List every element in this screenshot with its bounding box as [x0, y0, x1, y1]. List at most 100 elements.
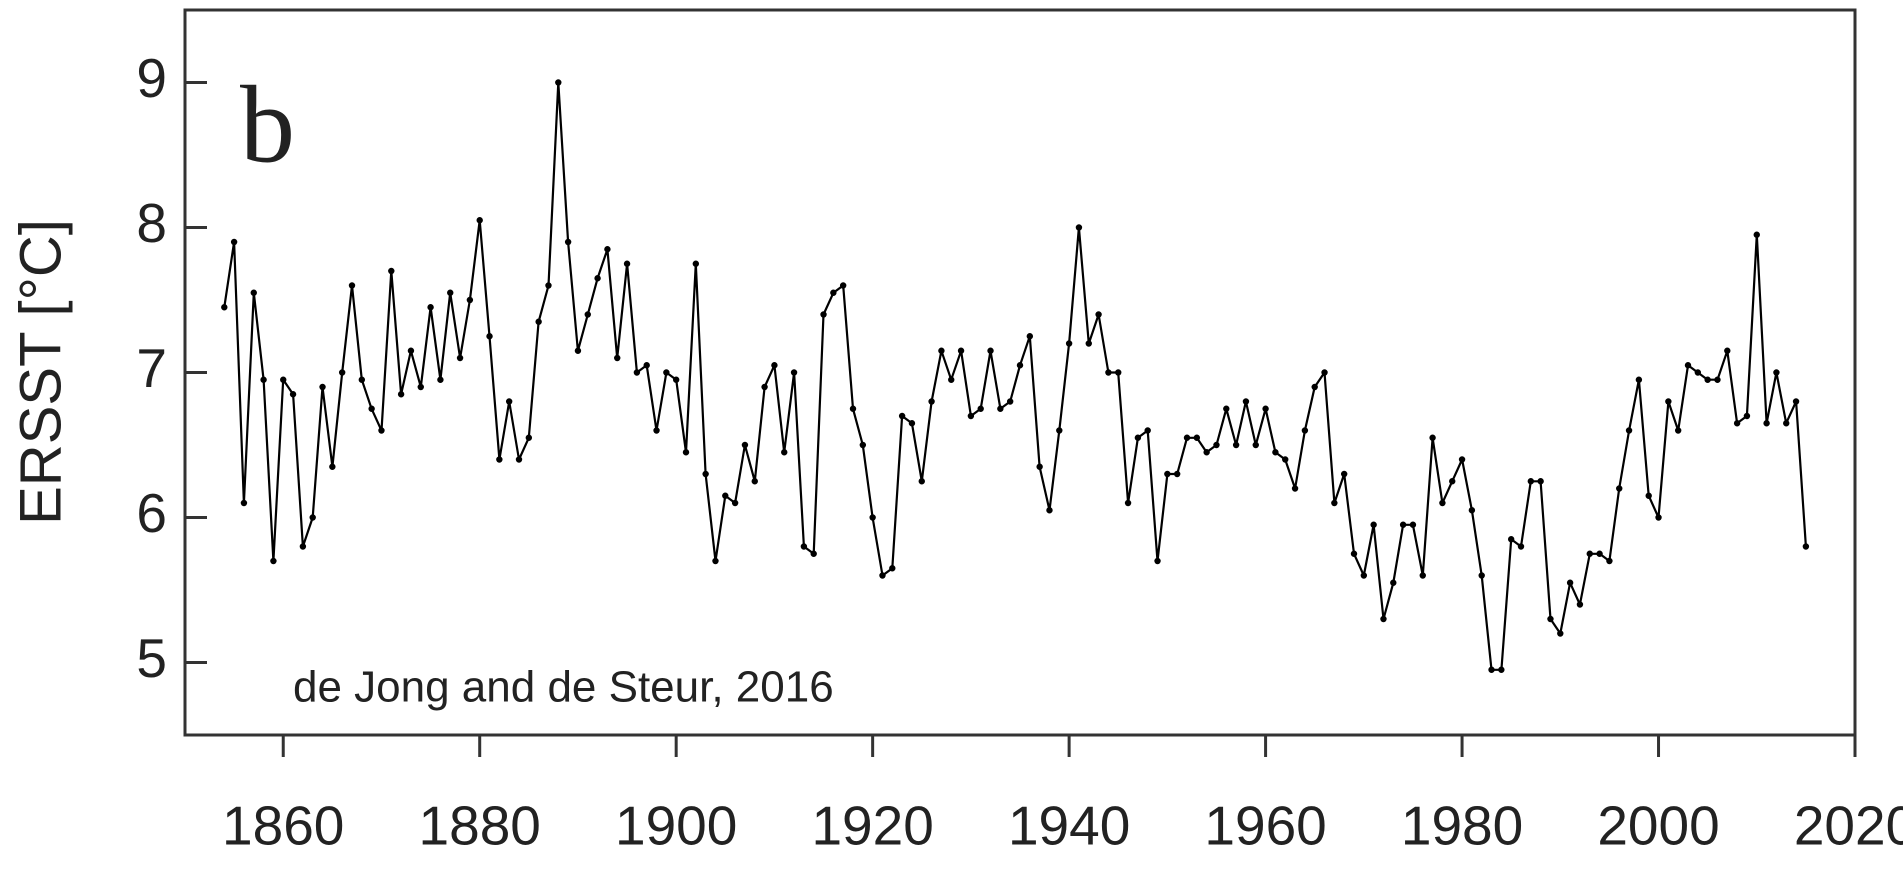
- data-point: [1223, 405, 1230, 412]
- data-point: [1016, 362, 1024, 369]
- data-point: [653, 427, 660, 434]
- data-point: [957, 347, 965, 354]
- data-point: [309, 514, 316, 521]
- data-point: [1193, 434, 1201, 441]
- data-point: [1802, 543, 1810, 550]
- data-point: [1006, 398, 1014, 405]
- data-point: [1478, 572, 1485, 579]
- data-point: [1458, 456, 1466, 463]
- data-point: [545, 282, 552, 289]
- data-point: [1075, 224, 1083, 231]
- data-point: [889, 565, 896, 572]
- data-point: [1684, 362, 1692, 369]
- data-point: [1439, 499, 1446, 507]
- data-point: [1449, 478, 1456, 485]
- data-point: [623, 260, 631, 267]
- data-point: [663, 369, 670, 376]
- data-point: [1566, 579, 1574, 586]
- data-point: [1537, 478, 1544, 485]
- data-point: [761, 383, 768, 391]
- data-point: [348, 282, 356, 289]
- data-point: [643, 362, 650, 369]
- data-point: [270, 557, 277, 565]
- data-point: [633, 369, 641, 376]
- data-point: [869, 514, 876, 521]
- data-point: [564, 238, 572, 246]
- data-point: [1557, 630, 1564, 637]
- data-point: [1360, 572, 1368, 579]
- data-point: [1291, 485, 1299, 492]
- annotation: de Jong and de Steur, 2016: [293, 663, 834, 712]
- data-point: [1576, 601, 1584, 608]
- data-point: [1232, 441, 1240, 449]
- x-tick-label: 1940: [1008, 795, 1130, 857]
- data-point: [1095, 311, 1102, 318]
- data-point: [1714, 376, 1721, 383]
- data-point: [447, 289, 454, 296]
- data-point: [1115, 369, 1122, 376]
- data-point: [515, 456, 523, 463]
- x-tick-label: 1900: [615, 795, 737, 857]
- data-point: [967, 412, 975, 420]
- data-point: [250, 289, 257, 296]
- data-point: [505, 398, 513, 405]
- data-point: [1724, 347, 1731, 354]
- data-point: [1409, 521, 1417, 528]
- data-point: [1282, 456, 1289, 463]
- data-point: [1036, 463, 1043, 470]
- data-point: [407, 347, 415, 354]
- data-point: [1655, 514, 1662, 521]
- data-point: [1547, 615, 1554, 623]
- data-point: [987, 347, 994, 354]
- data-point: [977, 405, 984, 412]
- data-point: [1733, 420, 1741, 427]
- data-point: [731, 499, 739, 507]
- data-point: [230, 238, 238, 246]
- data-point: [1399, 521, 1407, 528]
- data-point: [741, 441, 749, 449]
- data-point: [1321, 369, 1328, 376]
- data-point: [722, 492, 729, 499]
- plot-frame: [183, 8, 1857, 737]
- data-point: [378, 427, 385, 434]
- data-point: [1105, 369, 1112, 376]
- data-point: [692, 260, 700, 267]
- x-tick-label: 1860: [222, 795, 344, 857]
- data-point: [417, 383, 424, 391]
- data-point: [898, 412, 906, 420]
- data-line: [223, 81, 1807, 671]
- data-point: [1645, 492, 1652, 499]
- data-point: [1792, 398, 1800, 405]
- y-tick-label: 9: [136, 47, 167, 109]
- data-point: [948, 376, 955, 383]
- data-point: [1635, 376, 1643, 383]
- data-point: [1056, 427, 1063, 434]
- data-point: [1419, 572, 1426, 579]
- data-point: [388, 267, 395, 275]
- data-point: [839, 282, 847, 289]
- data-point: [790, 369, 798, 376]
- data-point: [849, 405, 857, 412]
- data-point: [1527, 478, 1535, 485]
- data-point: [800, 543, 808, 550]
- data-point: [712, 557, 719, 565]
- data-point: [437, 376, 444, 383]
- data-point: [397, 391, 405, 398]
- x-tick-label: 1920: [811, 795, 933, 857]
- data-point: [280, 376, 287, 383]
- data-point: [810, 550, 817, 557]
- data-point: [1763, 420, 1770, 427]
- data-point: [1488, 666, 1495, 673]
- data-point: [1606, 557, 1613, 565]
- data-point: [1164, 470, 1171, 478]
- data-point: [1783, 420, 1790, 427]
- data-point: [771, 362, 778, 369]
- y-tick-label: 5: [136, 627, 167, 689]
- panel-label: b: [240, 63, 295, 185]
- data-point: [1625, 427, 1633, 434]
- data-point: [299, 543, 307, 550]
- data-point: [368, 405, 375, 412]
- data-point: [1429, 434, 1436, 441]
